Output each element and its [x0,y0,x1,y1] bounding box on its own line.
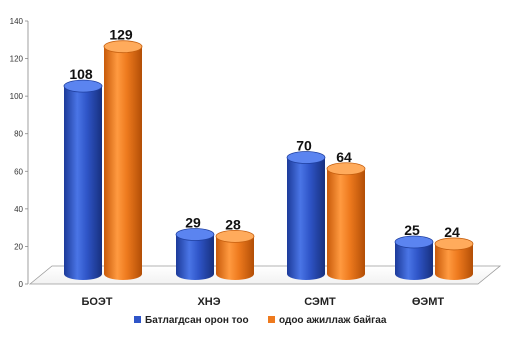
x-tick-label: ХНЭ [197,296,220,308]
bar-body [176,234,214,280]
data-label: 108 [69,66,93,82]
bar-top [286,151,326,164]
data-label: 29 [185,215,201,231]
bar-top [63,79,103,93]
data-label: 24 [444,224,460,240]
bar-body [395,242,433,280]
legend-item-1: одоо ажиллаж байгаа [268,314,387,326]
data-label: 129 [109,27,133,43]
y-tick-label: 140 [10,17,24,26]
y-tick-label: 0 [19,280,24,289]
bar-body [287,157,325,280]
y-tick-label: 20 [14,242,23,251]
bar-top [434,237,474,251]
legend: Батлагдсан орон тоо одоо ажиллаж байгаа [134,314,387,326]
labels-layer: 108 129 БОЭТ 29 28 ХНЭ 70 64 СЭМТ 25 24 ӨЭМТ [69,27,460,308]
data-label: 28 [225,216,241,232]
x-tick-label: ӨЭМТ [412,296,445,308]
bar-working-2 [326,162,366,280]
y-tick-label: 100 [10,92,24,101]
bar-body [435,243,473,280]
y-tick-label: 60 [14,167,23,176]
bar-top [103,40,143,54]
bar-working-1 [215,229,255,280]
legend-item-0: Батлагдсан орон тоо [134,315,249,326]
y-tick-label: 40 [14,205,23,214]
legend-swatch [268,316,275,323]
bar-approved-1 [175,228,215,280]
chart-floor [28,265,502,285]
data-label: 70 [296,138,312,154]
y-tick-label: 120 [10,55,24,64]
bar-top [326,162,366,176]
bar-top [215,229,255,243]
x-tick-label: БОЭТ [81,296,112,308]
bar-body [216,236,254,280]
x-tick-label: СЭМТ [304,296,336,308]
legend-label: Батлагдсан орон тоо [145,315,249,326]
bar-top [175,228,215,241]
bar-body [104,46,142,280]
data-label: 64 [336,149,352,165]
bar-approved-3 [394,235,434,280]
bars-layer [63,40,474,280]
bar-body [327,168,365,280]
bar-working-0 [103,40,143,280]
legend-label: одоо ажиллаж байгаа [279,314,387,326]
bar-approved-2 [286,151,326,280]
bar-approved-0 [63,79,103,280]
y-tick-label: 80 [14,130,23,139]
bar-working-3 [434,237,474,280]
legend-swatch [134,316,141,323]
floor-plane [28,265,502,285]
axis-layer: 0 20 40 60 80 100 120 140 [10,17,29,289]
bar-body [64,86,102,280]
data-label: 25 [404,222,420,238]
bar-top [394,235,434,249]
